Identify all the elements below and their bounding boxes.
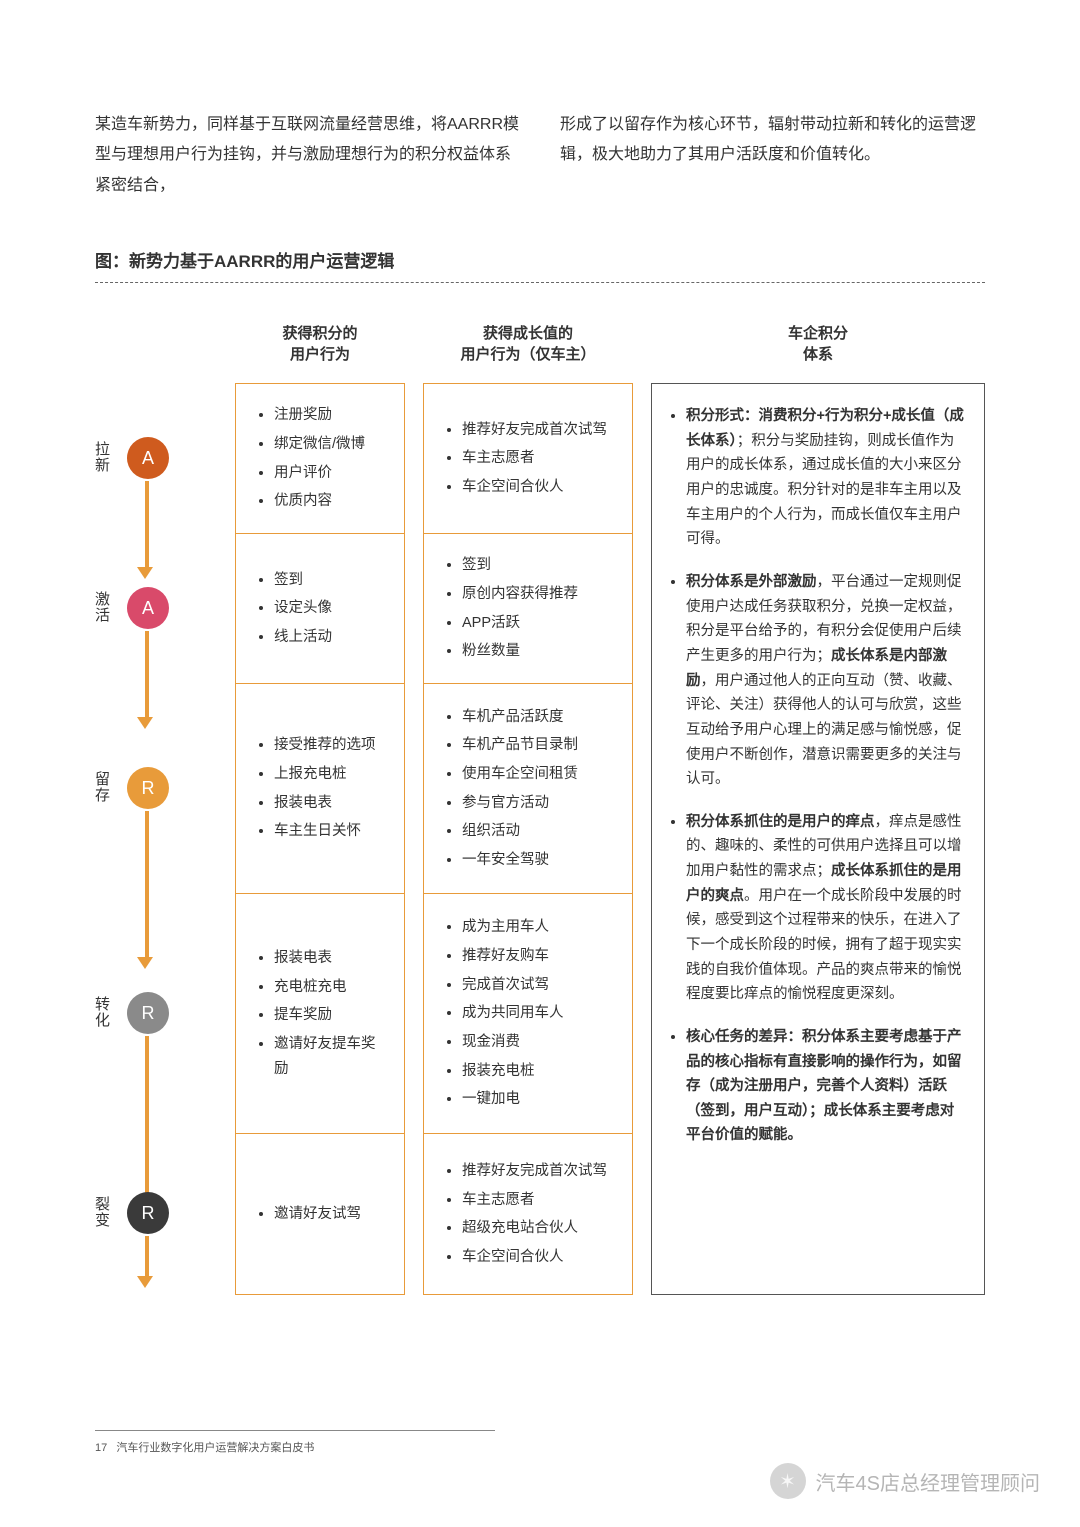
list-item: 接受推荐的选项 xyxy=(274,733,376,758)
column-growth: 获得成长值的用户行为（仅车主） 推荐好友完成首次试驾车主志愿者车企空间合伙人签到… xyxy=(423,323,633,1295)
list-item: 使用车企空间租赁 xyxy=(462,762,578,787)
col1-cell-0: 注册奖励绑定微信/微博用户评价优质内容 xyxy=(236,384,404,534)
stage-3: 转化 R xyxy=(95,992,169,1034)
stage-circle: A xyxy=(127,587,169,629)
list-item: 报装充电桩 xyxy=(462,1059,564,1084)
col1-cell-3: 报装电表充电桩充电提车奖励邀请好友提车奖励 xyxy=(236,894,404,1134)
col2-cell-1: 签到原创内容获得推荐 APP活跃粉丝数量 xyxy=(424,534,632,684)
col1-cell-2: 接受推荐的选项上报充电桩报装电表车主生日关怀 xyxy=(236,684,404,894)
list-item: 设定头像 xyxy=(274,596,332,621)
page-number: 17 xyxy=(95,1442,107,1454)
list-item: 提车奖励 xyxy=(274,1003,388,1028)
list-item: 报装电表 xyxy=(274,946,388,971)
flow-column: 拉新 A 激活 A 留存 R 转化 R 裂变 R xyxy=(95,323,235,1293)
stage-circle: A xyxy=(127,437,169,479)
list-item: 推荐好友购车 xyxy=(462,944,564,969)
footer-title: 汽车行业数字化用户运营解决方案白皮书 xyxy=(116,1442,314,1454)
intro-left: 某造车新势力，同样基于互联网流量经营思维，将AARRR模型与理想用户行为挂钩，并… xyxy=(95,110,520,201)
col2-cell-0: 推荐好友完成首次试驾车主志愿者车企空间合伙人 xyxy=(424,384,632,534)
list-item: APP活跃 xyxy=(462,611,578,636)
page-footer: 17 汽车行业数字化用户运营解决方案白皮书 xyxy=(95,1430,495,1455)
list-item: 车企空间合伙人 xyxy=(462,475,607,500)
list-item: 车主志愿者 xyxy=(462,446,607,471)
list-item: 上报充电桩 xyxy=(274,762,376,787)
stage-label: 转化 xyxy=(95,997,113,1030)
figure-title: 图：新势力基于AARRR的用户运营逻辑 xyxy=(95,241,985,283)
list-item: 绑定微信/微博 xyxy=(274,432,365,457)
list-item: 车企空间合伙人 xyxy=(462,1245,607,1270)
wechat-icon: ✶ xyxy=(770,1463,806,1499)
stage-4: 裂变 R xyxy=(95,1192,169,1234)
flow-arrow xyxy=(143,1236,151,1288)
stage-label: 留存 xyxy=(95,772,113,805)
list-item: 报装电表 xyxy=(274,791,376,816)
list-item: 用户评价 xyxy=(274,461,365,486)
stage-label: 裂变 xyxy=(95,1197,113,1230)
col2-header: 获得成长值的用户行为（仅车主） xyxy=(423,323,633,365)
aarrr-diagram: 拉新 A 激活 A 留存 R 转化 R 裂变 R 获得积分的用户行为 注册奖励绑… xyxy=(95,323,985,1295)
list-item: 车机产品节目录制 xyxy=(462,733,578,758)
list-item: 线上活动 xyxy=(274,625,332,650)
intro-right: 形成了以留存作为核心环节，辐射带动拉新和转化的运营逻辑，极大地助力了其用户活跃度… xyxy=(560,110,985,201)
list-item: 原创内容获得推荐 xyxy=(462,582,578,607)
list-item: 组织活动 xyxy=(462,819,578,844)
list-item: 粉丝数量 xyxy=(462,639,578,664)
list-item: 现金消费 xyxy=(462,1030,564,1055)
system-point-1: 积分体系是外部激励，平台通过一定规则促使用户达成任务获取积分，兑换一定权益，积分… xyxy=(686,570,966,792)
col1-header: 获得积分的用户行为 xyxy=(235,323,405,365)
intro-paragraphs: 某造车新势力，同样基于互联网流量经营思维，将AARRR模型与理想用户行为挂钩，并… xyxy=(95,110,985,201)
list-item: 签到 xyxy=(274,568,332,593)
col2-cell-3: 成为主用车人推荐好友购车完成首次试驾成为共同用车人现金消费报装充电桩一键加电 xyxy=(424,894,632,1134)
flow-arrow xyxy=(143,631,151,729)
list-item: 注册奖励 xyxy=(274,403,365,428)
col1-cell-4: 邀请好友试驾 xyxy=(236,1134,404,1294)
flow-arrow xyxy=(143,811,151,969)
list-item: 车机产品活跃度 xyxy=(462,705,578,730)
flow-arrow xyxy=(143,481,151,579)
stage-label: 拉新 xyxy=(95,442,113,475)
stage-0: 拉新 A xyxy=(95,437,169,479)
list-item: 推荐好友完成首次试驾 xyxy=(462,1159,607,1184)
list-item: 充电桩充电 xyxy=(274,975,388,1000)
column-points: 获得积分的用户行为 注册奖励绑定微信/微博用户评价优质内容签到设定头像线上活动接… xyxy=(235,323,405,1295)
stage-1: 激活 A xyxy=(95,587,169,629)
list-item: 成为共同用车人 xyxy=(462,1001,564,1026)
stage-2: 留存 R xyxy=(95,767,169,809)
stage-circle: R xyxy=(127,992,169,1034)
col1-cell-1: 签到设定头像线上活动 xyxy=(236,534,404,684)
stage-label: 激活 xyxy=(95,592,113,625)
col2-cell-4: 推荐好友完成首次试驾车主志愿者超级充电站合伙人车企空间合伙人 xyxy=(424,1134,632,1294)
system-point-0: 积分形式：消费积分+行为积分+成长值（成长体系）；积分与奖励挂钩，则成长值作为用… xyxy=(686,404,966,552)
list-item: 完成首次试驾 xyxy=(462,973,564,998)
system-point-2: 积分体系抓住的是用户的痒点，痒点是感性的、趣味的、柔性的可供用户选择且可以增加用… xyxy=(686,810,966,1007)
watermark: ✶ 汽车4S店总经理管理顾问 xyxy=(770,1463,1040,1499)
stage-circle: R xyxy=(127,1192,169,1234)
column-system: 车企积分体系 积分形式：消费积分+行为积分+成长值（成长体系）；积分与奖励挂钩，… xyxy=(651,323,985,1295)
col2-cell-2: 车机产品活跃度车机产品节目录制使用车企空间租赁参与官方活动组织活动一年安全驾驶 xyxy=(424,684,632,894)
stage-circle: R xyxy=(127,767,169,809)
list-item: 参与官方活动 xyxy=(462,791,578,816)
list-item: 邀请好友提车奖励 xyxy=(274,1032,388,1081)
list-item: 成为主用车人 xyxy=(462,915,564,940)
watermark-text: 汽车4S店总经理管理顾问 xyxy=(816,1467,1040,1496)
list-item: 超级充电站合伙人 xyxy=(462,1216,607,1241)
list-item: 签到 xyxy=(462,553,578,578)
col3-header: 车企积分体系 xyxy=(651,323,985,365)
list-item: 一年安全驾驶 xyxy=(462,848,578,873)
list-item: 邀请好友试驾 xyxy=(274,1202,361,1227)
list-item: 车主生日关怀 xyxy=(274,819,376,844)
system-point-3: 核心任务的差异：积分体系主要考虑基于产品的核心指标有直接影响的操作行为，如留存（… xyxy=(686,1025,966,1148)
list-item: 推荐好友完成首次试驾 xyxy=(462,418,607,443)
list-item: 优质内容 xyxy=(274,489,365,514)
list-item: 一键加电 xyxy=(462,1087,564,1112)
list-item: 车主志愿者 xyxy=(462,1188,607,1213)
